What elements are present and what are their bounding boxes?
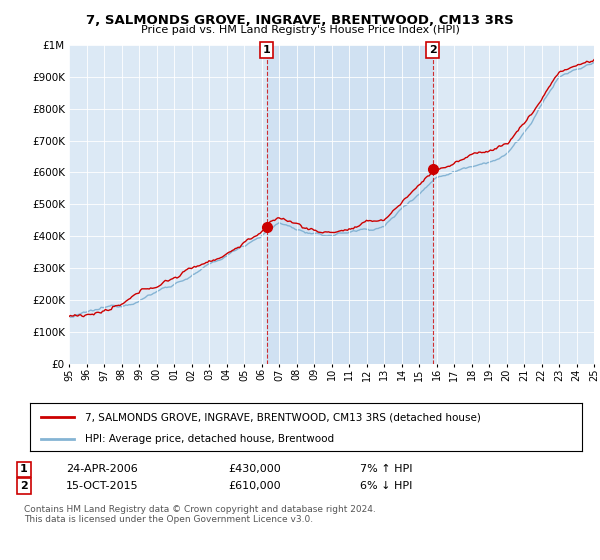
Bar [266,45,433,364]
Text: £430,000: £430,000 [228,464,281,474]
Text: 24-APR-2006: 24-APR-2006 [66,464,138,474]
Text: Contains HM Land Registry data © Crown copyright and database right 2024.: Contains HM Land Registry data © Crown c… [24,505,376,514]
Text: 7% ↑ HPI: 7% ↑ HPI [360,464,413,474]
Text: £610,000: £610,000 [228,481,281,491]
Text: 1: 1 [20,464,28,474]
Text: Price paid vs. HM Land Registry's House Price Index (HPI): Price paid vs. HM Land Registry's House … [140,25,460,35]
Text: 6% ↓ HPI: 6% ↓ HPI [360,481,412,491]
Text: 7, SALMONDS GROVE, INGRAVE, BRENTWOOD, CM13 3RS: 7, SALMONDS GROVE, INGRAVE, BRENTWOOD, C… [86,14,514,27]
Text: 2: 2 [429,45,437,55]
Text: This data is licensed under the Open Government Licence v3.0.: This data is licensed under the Open Gov… [24,515,313,524]
Text: 7, SALMONDS GROVE, INGRAVE, BRENTWOOD, CM13 3RS (detached house): 7, SALMONDS GROVE, INGRAVE, BRENTWOOD, C… [85,413,481,422]
Text: 2: 2 [20,481,28,491]
Text: 15-OCT-2015: 15-OCT-2015 [66,481,139,491]
Text: 1: 1 [263,45,271,55]
Text: HPI: Average price, detached house, Brentwood: HPI: Average price, detached house, Bren… [85,434,334,444]
